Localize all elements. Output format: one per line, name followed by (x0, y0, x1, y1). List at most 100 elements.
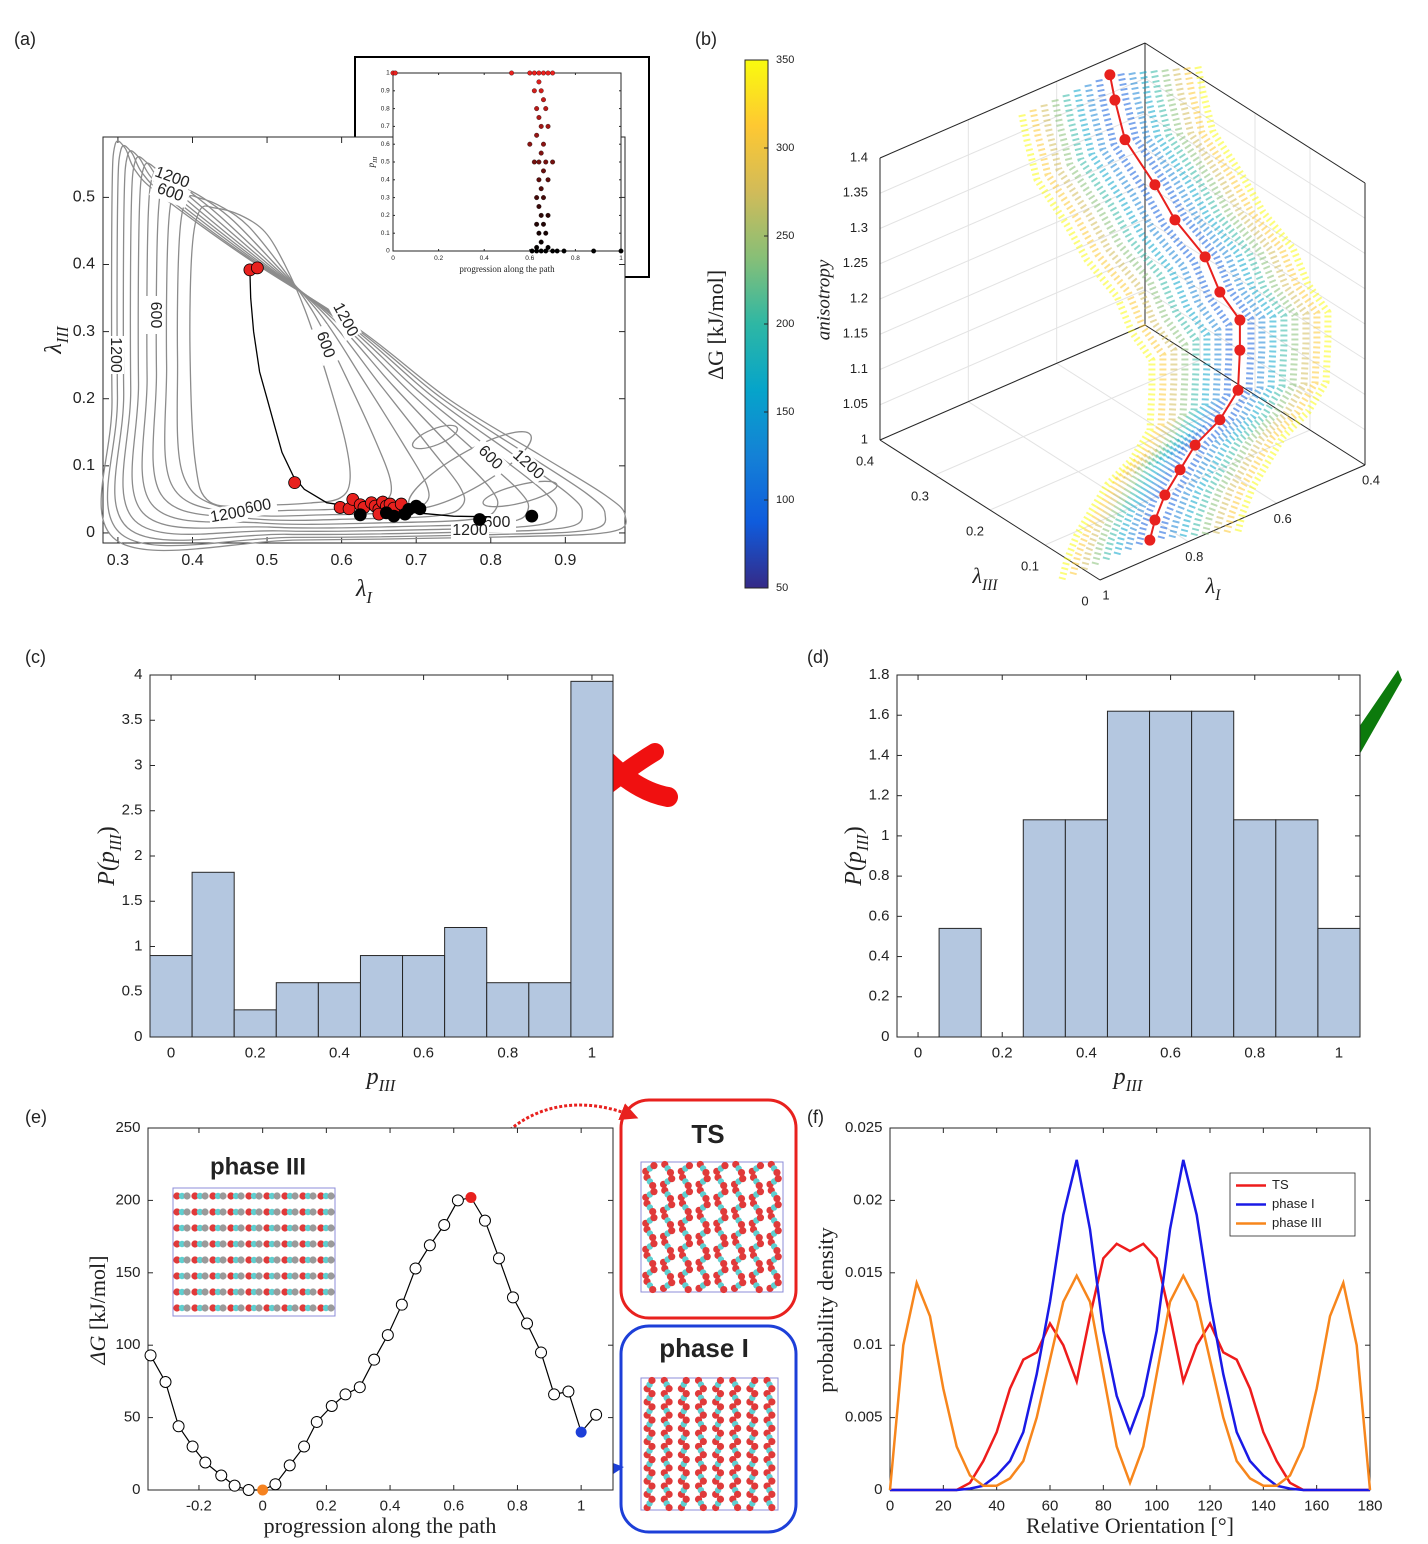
contour-line (106, 144, 607, 547)
series-line (888, 1272, 1372, 1491)
legend (1229, 1172, 1356, 1237)
atom (751, 1429, 759, 1437)
atom (299, 1192, 307, 1200)
atom (768, 1424, 776, 1432)
atom (739, 1175, 747, 1183)
bar (1191, 710, 1235, 1038)
atom (201, 1240, 209, 1248)
contour-line (482, 480, 558, 508)
atom (191, 1288, 199, 1296)
label-part: III (981, 577, 998, 594)
marker (506, 1291, 519, 1304)
atom (733, 1424, 742, 1432)
point (543, 159, 549, 165)
atom (665, 1490, 673, 1498)
point (534, 195, 540, 201)
path-point (1189, 439, 1201, 451)
y-axis-label: probability density (813, 1227, 838, 1393)
atom (648, 1482, 656, 1490)
x-tick-label: 0.5 (256, 552, 278, 569)
atom (196, 1256, 204, 1264)
marker (535, 1346, 548, 1359)
atom (666, 1246, 675, 1255)
surface-mesh (1062, 94, 1200, 561)
atom (751, 1390, 759, 1398)
annotation: phase III (210, 1153, 306, 1180)
marker (465, 1192, 477, 1204)
marker (228, 1479, 241, 1492)
contour-line (176, 195, 393, 513)
path-point (1232, 384, 1244, 396)
atom (737, 1246, 746, 1255)
atom (273, 1192, 281, 1200)
atom (649, 1285, 657, 1294)
atom (273, 1208, 281, 1216)
y-tick-label: 0.6 (869, 907, 890, 924)
atom (291, 1240, 299, 1248)
marker (492, 1252, 505, 1265)
atom (650, 1162, 658, 1170)
point (538, 212, 544, 218)
atom (309, 1192, 317, 1200)
atom (699, 1385, 707, 1393)
x-tick-label: 0.9 (554, 552, 576, 569)
atom (322, 1288, 330, 1296)
atom (720, 1207, 728, 1216)
grid-line (879, 289, 1146, 406)
x-tick-label: 1 (1335, 1044, 1343, 1061)
atom (214, 1240, 222, 1248)
atom (668, 1279, 676, 1287)
grid-line (879, 113, 1146, 229)
atom (720, 1259, 728, 1268)
atom (648, 1495, 656, 1503)
surface-mesh (1095, 79, 1233, 546)
point (536, 79, 542, 85)
atom (201, 1288, 209, 1296)
x-tick-label: 0.8 (571, 255, 580, 262)
atom (196, 1288, 204, 1296)
x-tick-label: 1 (588, 1044, 596, 1061)
atom (286, 1256, 294, 1264)
y-tick-label: 50 (124, 1409, 141, 1426)
path-point (1149, 179, 1161, 191)
atom (281, 1192, 289, 1200)
atom (309, 1208, 317, 1216)
bar (486, 982, 530, 1038)
legend-label: TS (1272, 1177, 1289, 1192)
y-tick-label: 0.1 (73, 457, 95, 474)
atom (665, 1385, 673, 1393)
bar (1233, 819, 1277, 1038)
contour-label: 1200 (209, 503, 247, 526)
atom (232, 1256, 240, 1264)
x-tick-label: 1 (619, 255, 623, 262)
contour-label-bg (507, 445, 549, 485)
atom (214, 1272, 222, 1280)
atom (682, 1495, 690, 1503)
point (534, 221, 540, 227)
atom (322, 1224, 330, 1232)
atom (665, 1451, 673, 1459)
atom (751, 1376, 759, 1385)
x-tick-label: 0 (258, 1497, 266, 1514)
marker (353, 1381, 366, 1394)
contour-label: 600 (147, 302, 164, 329)
atom (232, 1224, 240, 1232)
y-axis-label: ΔG [kJ/mol] (85, 1256, 110, 1366)
atom (721, 1214, 729, 1222)
y-tick-label: 200 (115, 1191, 140, 1208)
atom (214, 1208, 222, 1216)
path-point (1169, 214, 1181, 226)
atom (650, 1240, 658, 1248)
atom (737, 1272, 746, 1281)
atom (774, 1227, 782, 1235)
atom (720, 1285, 728, 1294)
atom (648, 1442, 656, 1451)
atom (250, 1208, 258, 1216)
atom (291, 1256, 299, 1264)
path-point (1199, 251, 1211, 263)
atom (250, 1256, 258, 1264)
atom (309, 1256, 317, 1264)
path-point (1234, 314, 1246, 326)
atom (739, 1279, 747, 1287)
atom (699, 1477, 707, 1485)
